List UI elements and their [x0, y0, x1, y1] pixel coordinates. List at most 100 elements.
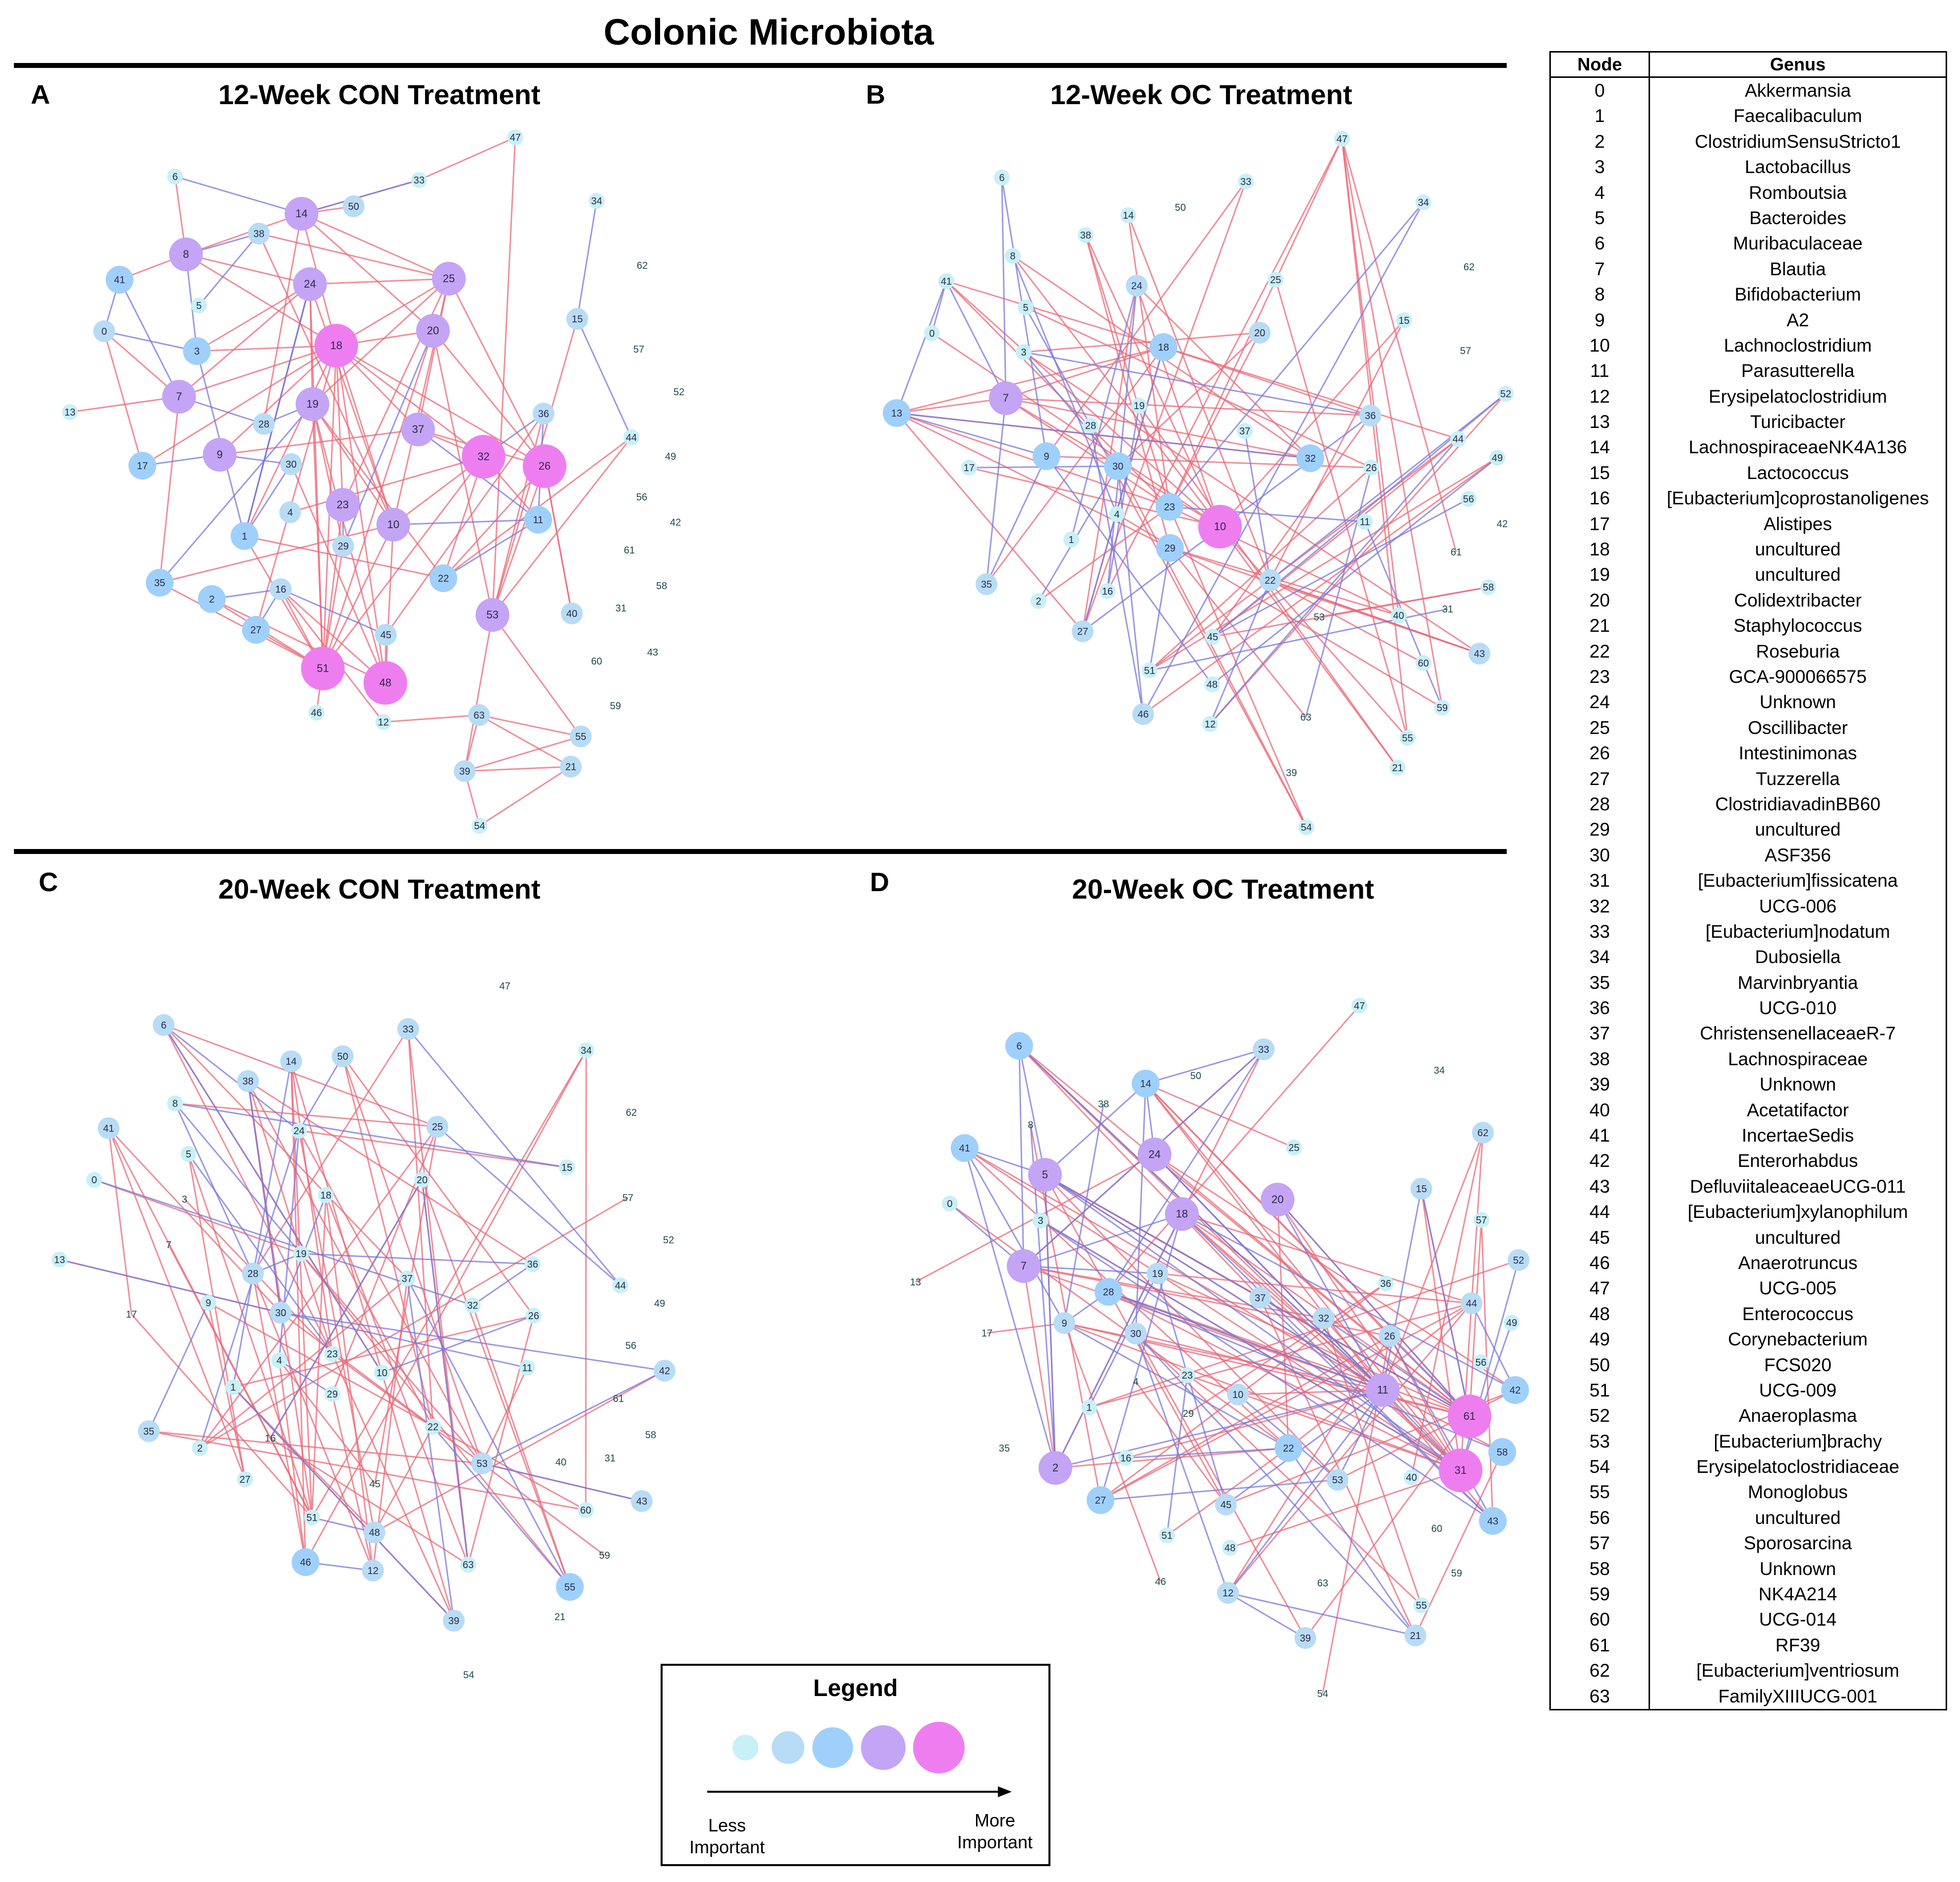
- node-57: [1473, 1212, 1489, 1228]
- table-body: 0 Akkermansia 1 Faecalibaculum 2 ClostridiumS…: [1551, 78, 1946, 1709]
- table-row: 58 Unknown: [1551, 1556, 1946, 1582]
- node-50: [332, 1045, 354, 1067]
- node-42: [1501, 1376, 1529, 1404]
- node-label-63: 63: [1317, 1578, 1328, 1589]
- edge-positive: [385, 413, 545, 635]
- node-label-13: 13: [891, 408, 902, 419]
- table-cell-genus: uncultured: [1755, 564, 1841, 585]
- table-cell-genus: Anaeroplasma: [1738, 1405, 1857, 1426]
- node-22: [1259, 569, 1281, 591]
- edge-positive: [964, 1147, 1461, 1471]
- table-cell-genus: ClostridiumSensuStricto1: [1695, 131, 1901, 152]
- node-16: [270, 578, 292, 600]
- edge-negative: [1212, 457, 1498, 685]
- edge-negative: [443, 519, 539, 579]
- edge-positive: [1168, 506, 1307, 828]
- edge-negative: [1044, 1083, 1147, 1176]
- node-label-49: 49: [654, 1298, 665, 1309]
- node-label-11: 11: [1377, 1384, 1389, 1396]
- node-label-50: 50: [348, 201, 359, 212]
- node-label-8: 8: [1028, 1120, 1033, 1131]
- edge-negative: [576, 200, 598, 319]
- table-row: 43 DefluviitaleaceaeUCG-011: [1551, 1173, 1946, 1200]
- node-3: [1016, 344, 1032, 360]
- table-cell-node: 63: [1551, 1683, 1650, 1709]
- node-26: [1363, 460, 1379, 476]
- node-21: [1405, 1625, 1426, 1646]
- node-15: [566, 308, 588, 330]
- node-24: [1126, 275, 1148, 297]
- edge-negative: [576, 318, 632, 438]
- node-label-54: 54: [1301, 822, 1312, 833]
- table-cell-genus: [Eubacterium]brachy: [1714, 1431, 1882, 1452]
- node-label-9: 9: [217, 448, 223, 461]
- node-33: [397, 1018, 419, 1040]
- edge-positive: [432, 330, 493, 615]
- table-cell-node: 46: [1551, 1250, 1650, 1276]
- node-49: [1489, 450, 1505, 466]
- node-17: [128, 452, 156, 480]
- node-label-62: 62: [1477, 1128, 1488, 1139]
- table-cell-genus: [Eubacterium]ventriosum: [1696, 1660, 1899, 1681]
- node-label-55: 55: [1416, 1600, 1427, 1611]
- edge-positive: [392, 278, 450, 525]
- node-label-31: 31: [1455, 1464, 1467, 1476]
- table-cell-genus: Bifidobacterium: [1734, 284, 1861, 305]
- node-label-28: 28: [247, 1269, 258, 1279]
- table-row: 35 Marvinbryantia: [1551, 970, 1946, 996]
- table-cell-node: 44: [1551, 1199, 1650, 1225]
- node-label-34: 34: [1434, 1065, 1445, 1076]
- edge-negative: [985, 456, 1047, 585]
- node-58: [1488, 1438, 1516, 1466]
- node-label-28: 28: [1085, 421, 1096, 431]
- node-label-44: 44: [615, 1280, 626, 1291]
- edge-positive: [491, 614, 582, 737]
- main-title: Colonic Microbiota: [604, 11, 934, 53]
- edge-positive: [1382, 1389, 1503, 1453]
- edge-positive: [185, 213, 302, 255]
- table-cell-node: 3: [1551, 154, 1650, 180]
- node-label-27: 27: [240, 1474, 250, 1485]
- edge-positive: [252, 1029, 409, 1274]
- edge-positive: [1055, 1447, 1289, 1469]
- edge-positive: [1127, 215, 1170, 507]
- node-18: [1165, 1197, 1199, 1231]
- edge-negative: [174, 1103, 302, 1254]
- edge-positive: [1005, 397, 1371, 417]
- edge-positive: [1063, 1323, 1162, 1582]
- table-cell-node: 59: [1551, 1581, 1650, 1607]
- node-label-45: 45: [369, 1479, 380, 1490]
- edge-negative: [432, 1426, 571, 1587]
- table-row: 10 Lachnoclostridium: [1551, 332, 1946, 359]
- node-label-48: 48: [1225, 1543, 1235, 1554]
- table-cell-genus: NK4A214: [1758, 1584, 1838, 1605]
- table-cell-genus: Tuzzerella: [1756, 768, 1840, 789]
- node-23: [324, 1346, 340, 1362]
- edge-positive: [1005, 397, 1170, 508]
- edge-negative: [1389, 1336, 1494, 1521]
- edge-positive: [342, 1056, 483, 1464]
- table-cell-node: 33: [1551, 918, 1650, 945]
- node-label-51: 51: [1144, 666, 1155, 676]
- node-label-56: 56: [625, 1340, 636, 1351]
- node-16: [1118, 1450, 1134, 1466]
- node-label-60: 60: [1418, 658, 1429, 669]
- edge-positive: [1227, 1336, 1391, 1593]
- node-35: [976, 573, 997, 595]
- edge-positive: [1414, 1452, 1503, 1636]
- node-label-21: 21: [554, 1612, 565, 1623]
- node-29: [324, 1386, 340, 1402]
- node-label-29: 29: [1183, 1408, 1194, 1419]
- node-label-42: 42: [1510, 1385, 1521, 1396]
- table-cell-node: 20: [1551, 587, 1650, 613]
- node-label-61: 61: [613, 1394, 624, 1404]
- node-36: [1378, 1275, 1394, 1291]
- node-label-45: 45: [380, 630, 391, 641]
- edge-positive: [258, 233, 394, 525]
- table-cell-node: 13: [1551, 409, 1650, 435]
- node-19: [1147, 1263, 1168, 1284]
- table-row: 31 [Eubacterium]fissicatena: [1551, 868, 1946, 894]
- node-1: [1063, 532, 1079, 547]
- edge-positive: [175, 1102, 438, 1128]
